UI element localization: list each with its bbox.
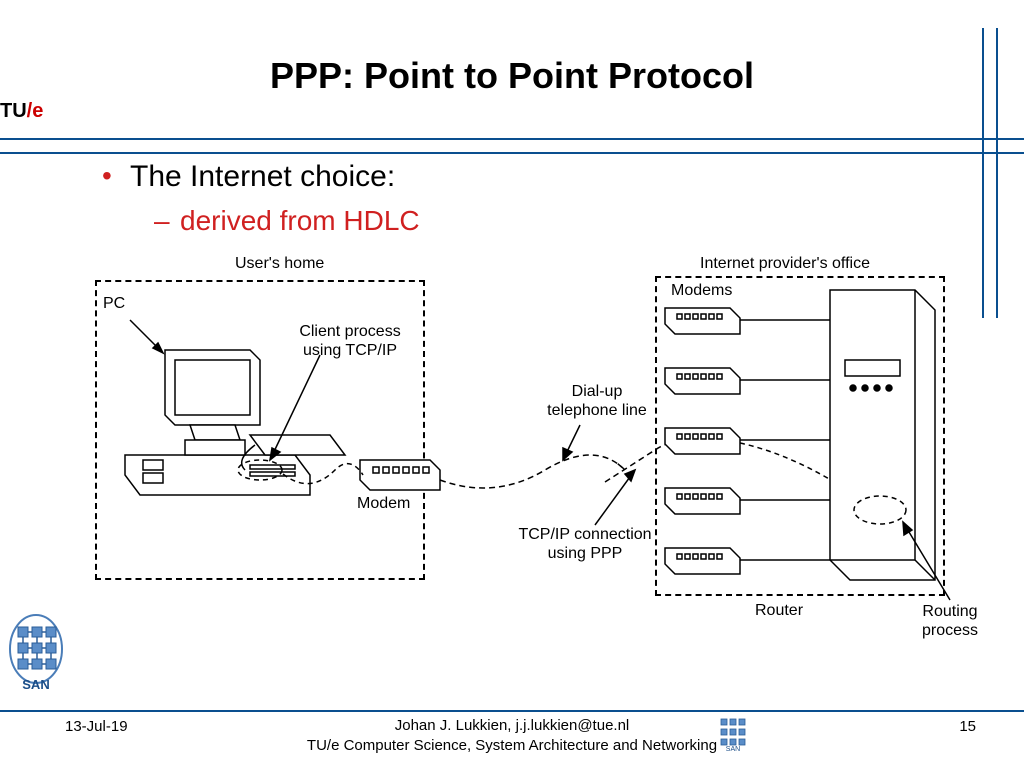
- modem-label: Modem: [357, 495, 410, 513]
- tcpip-label: TCP/IP connection using PPP: [495, 525, 675, 563]
- modem-router-lines: [740, 320, 830, 560]
- router-icon: [830, 290, 935, 580]
- isp-modems: [665, 308, 740, 574]
- footer-line: [0, 710, 1024, 712]
- bullet-sub: derived from HDLC: [180, 205, 420, 237]
- footer-page: 15: [959, 718, 976, 735]
- dialup-line: [440, 443, 680, 488]
- network-diagram: User's home Internet provider's office: [95, 260, 965, 640]
- bullet-main: The Internet choice:: [130, 160, 395, 194]
- tcpip-arrow: [595, 470, 635, 525]
- diagram-svg: [95, 260, 965, 640]
- slide-title: PPP: Point to Point Protocol: [0, 55, 1024, 97]
- dialup-arrow: [563, 425, 580, 460]
- pc-label: PC: [103, 295, 125, 313]
- pc-arrow: [130, 320, 163, 353]
- modems-label: Modems: [671, 282, 732, 300]
- san-logo: SAN: [6, 613, 66, 698]
- header-lines: [0, 138, 1024, 154]
- footer: 13-Jul-19 Johan J. Lukkien, j.j.lukkien@…: [0, 714, 1024, 758]
- dialup-label: Dial-up telephone line: [532, 382, 662, 420]
- tue-text-2: /e: [27, 100, 44, 122]
- router-label: Router: [755, 602, 803, 620]
- tue-text-1: TU: [0, 100, 27, 122]
- routing-label: Routing process: [905, 602, 995, 640]
- svg-text:SAN: SAN: [726, 746, 740, 752]
- footer-mini-icon: SAN: [718, 716, 748, 756]
- user-modem-icon: [360, 460, 440, 490]
- client-process-label: Client process using TCP/IP: [275, 322, 425, 360]
- svg-text:SAN: SAN: [22, 677, 49, 692]
- footer-center: Johan J. Lukkien, j.j.lukkien@tue.nl TU/…: [0, 716, 1024, 755]
